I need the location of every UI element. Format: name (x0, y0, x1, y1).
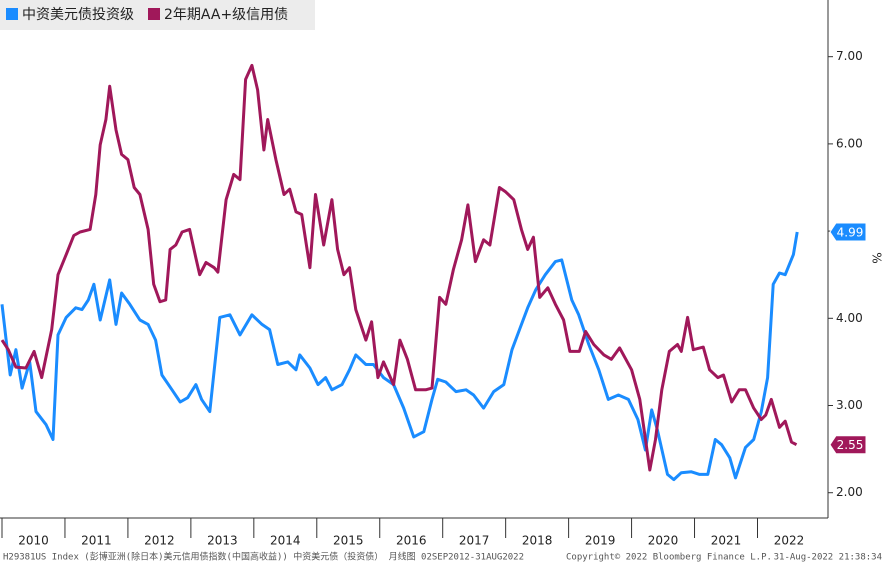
x-tick-label: 2021 (711, 534, 742, 548)
y-tick-label: 4.00 (836, 311, 863, 325)
footer-text: H29381US Index (彭博亚洲(除日本)美元信用债指数(中国高收益))… (3, 551, 524, 563)
last-value-tag (829, 435, 867, 455)
legend-label: 中资美元债投资级 (22, 7, 134, 23)
last-value-label: 2.55 (837, 438, 864, 452)
x-tick-label: 2019 (585, 534, 616, 548)
y-tick-label: 7.00 (836, 49, 863, 63)
x-tick-label: 2018 (522, 534, 553, 548)
last-value-label: 4.99 (837, 225, 864, 239)
x-tick-label: 2022 (774, 534, 805, 548)
y-tick-label: 2.00 (836, 485, 863, 499)
x-tick-label: 2014 (270, 534, 301, 548)
legend-swatch (6, 8, 18, 20)
x-tick-label: 2017 (459, 534, 490, 548)
y-axis-unit: % (870, 252, 884, 263)
footer-text: 31-Aug-2022 21:38:34 (774, 553, 882, 563)
y-tick-label: 6.00 (836, 136, 863, 150)
x-tick-label: 2012 (144, 534, 175, 548)
x-tick-label: 2013 (207, 534, 238, 548)
x-tick-label: 2020 (648, 534, 679, 548)
y-tick-label: 3.00 (836, 398, 863, 412)
legend-swatch (148, 8, 160, 20)
last-value-tag (829, 222, 867, 242)
x-tick-label: 2015 (333, 534, 364, 548)
footer-text: Copyright© 2022 Bloomberg Finance L.P. (566, 553, 772, 563)
legend-label: 2年期AA+级信用债 (164, 7, 288, 23)
x-tick-label: 2011 (81, 534, 112, 548)
series-line (0, 63, 798, 472)
x-tick-label: 2010 (18, 534, 49, 548)
x-tick-label: 2016 (396, 534, 427, 548)
series-line (0, 231, 799, 482)
